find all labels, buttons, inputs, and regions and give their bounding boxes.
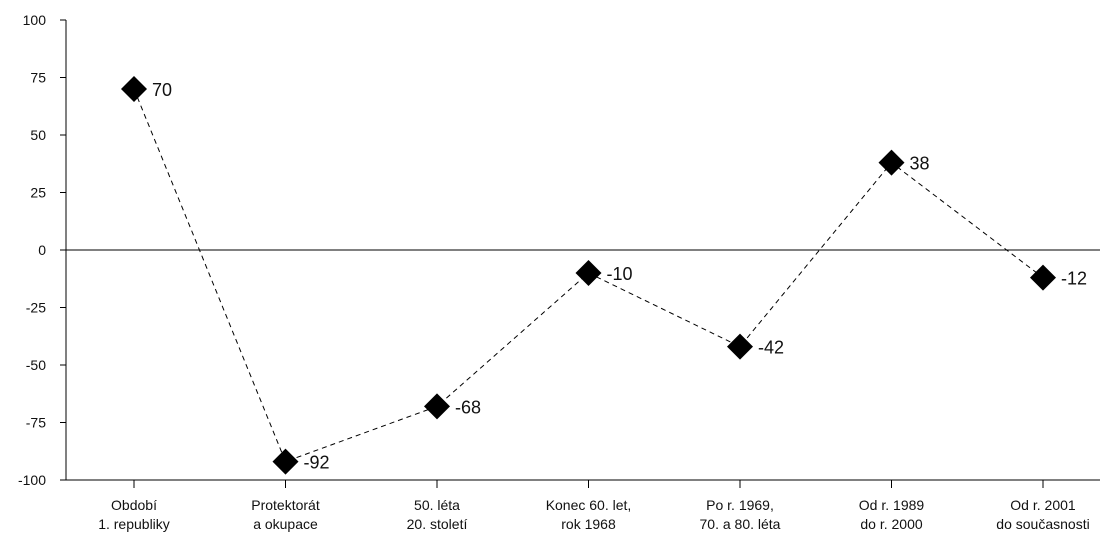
x-category-label-line: Od r. 1989 [859, 497, 925, 513]
x-category-label-line: Protektorát [251, 497, 320, 513]
y-tick-label: -75 [26, 415, 46, 431]
data-point-marker [878, 149, 905, 176]
x-category-label: Protektorát a okupace [251, 497, 320, 532]
data-label: -10 [607, 264, 633, 284]
x-category-label-line: rok 1968 [561, 516, 616, 532]
x-category-label: 50. léta 20. století [407, 497, 468, 532]
y-tick-label: 50 [30, 127, 46, 143]
data-point-marker [727, 333, 753, 360]
x-category-label: Od r. 1989 do r. 2000 [859, 497, 925, 532]
x-category-label: Po r. 1969, 70. a 80. léta [700, 497, 781, 532]
x-category-label: Období 1. republiky [98, 497, 170, 532]
data-point-marker [121, 76, 147, 102]
data-point-marker [575, 260, 602, 286]
y-tick-label: -25 [26, 300, 46, 316]
data-point-marker [272, 448, 299, 475]
x-category-label: Konec 60. let, rok 1968 [546, 497, 632, 532]
y-axis: 100 75 50 25 0 -25 -50 -75 -100 [18, 12, 1100, 488]
x-category-label-line: 70. a 80. léta [700, 516, 781, 532]
data-label: 70 [152, 80, 172, 100]
y-tick-label: 75 [30, 70, 46, 86]
data-label: -12 [1061, 269, 1087, 289]
y-tick-label: 0 [38, 242, 46, 258]
x-category-label-line: do současnosti [996, 516, 1089, 532]
data-label: -68 [455, 397, 481, 417]
data-label: -92 [304, 453, 330, 473]
data-label: 38 [910, 154, 930, 174]
series: 70 -92 -68 -10 -42 38 -12 [121, 76, 1087, 475]
data-point-marker [424, 393, 450, 420]
x-category-label: Od r. 2001 do současnosti [996, 497, 1089, 532]
y-tick-label: -50 [26, 357, 46, 373]
x-category-label-line: Období [111, 497, 157, 513]
x-category-label-line: 50. léta [414, 497, 460, 513]
y-tick-label: 25 [30, 185, 46, 201]
x-category-label-line: do r. 2000 [860, 516, 922, 532]
x-category-label-line: a okupace [253, 516, 318, 532]
x-category-label-line: Od r. 2001 [1010, 497, 1076, 513]
x-category-label-line: 1. republiky [98, 516, 170, 532]
y-tick-label: -100 [18, 472, 46, 488]
x-category-label-line: 20. století [407, 516, 468, 532]
x-axis: Období 1. republiky Protektorát a okupace 50… [66, 479, 1100, 532]
x-category-label-line: Konec 60. let, [546, 497, 632, 513]
y-tick-label: 100 [23, 12, 47, 28]
data-point-marker [1030, 264, 1056, 291]
x-category-label-line: Po r. 1969, [706, 497, 774, 513]
data-label: -42 [758, 338, 784, 358]
